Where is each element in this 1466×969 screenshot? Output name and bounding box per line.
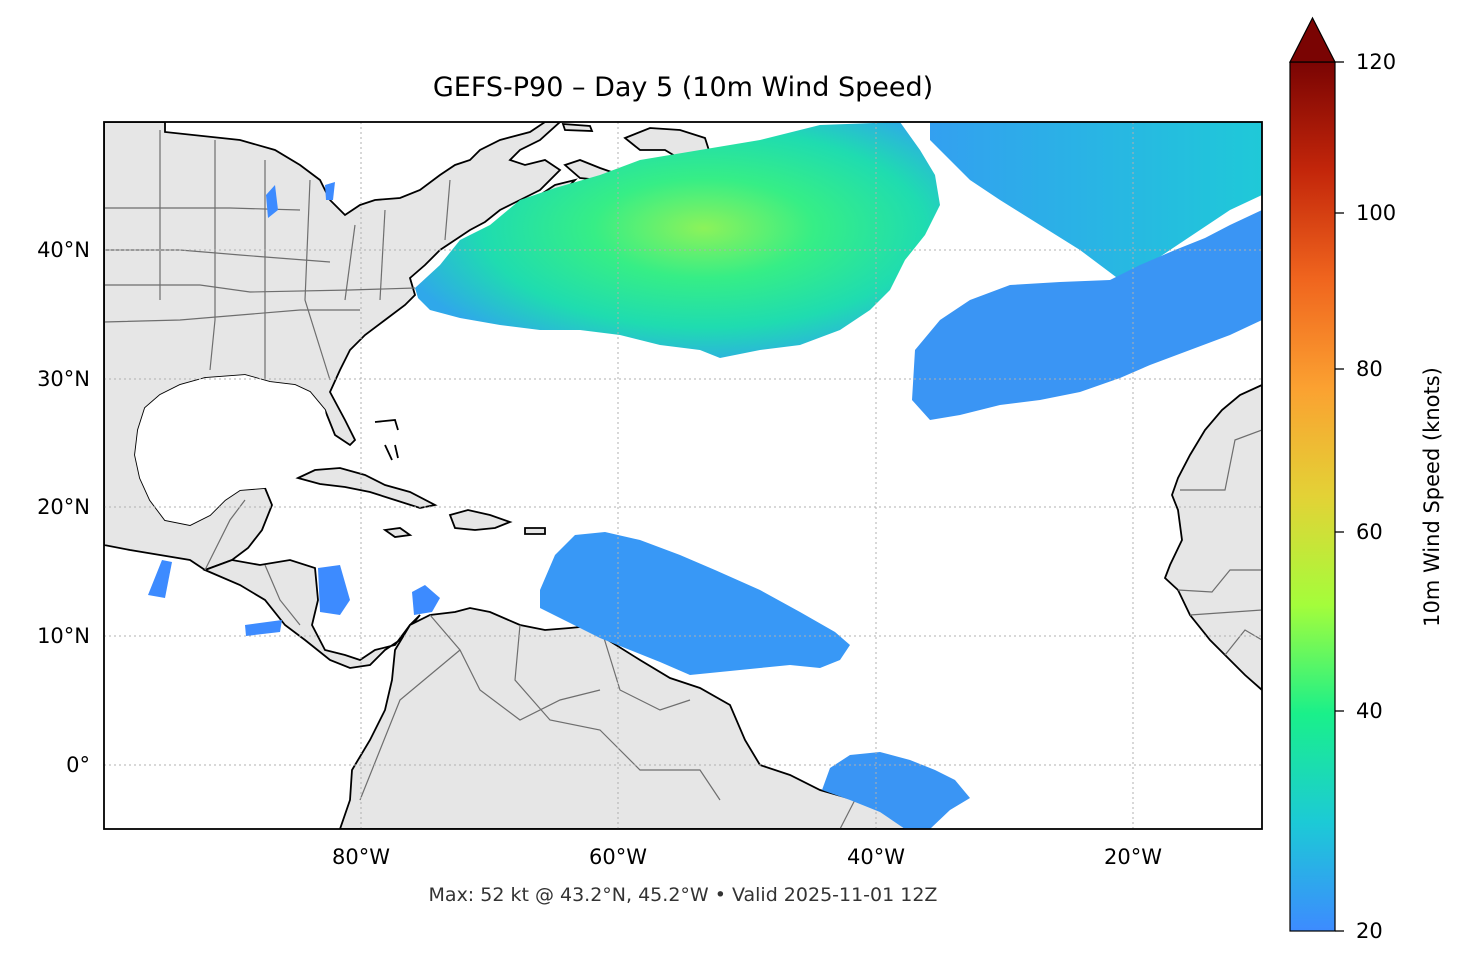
colorbar-tick-marks [1335,61,1344,932]
lat-label-20n: 20°N [37,495,90,519]
colorbar-extend-arrow [1289,16,1336,63]
land-jamaica [382,527,413,538]
lat-label-40n: 40°N [37,238,90,262]
state-borders [104,130,1262,829]
land-bahamas [374,419,399,461]
lat-label-equator: 0° [66,753,90,777]
colorbar-tick-100: 100 [1356,201,1397,225]
gulf-of-mexico [135,375,330,525]
wind-field-layer [148,122,1262,829]
colorbar-bar [1289,61,1336,932]
wind-field-north-atlantic [415,122,940,358]
colorbar-tick-120: 120 [1356,50,1397,74]
wind-field-pacific-west [148,560,172,598]
wind-field-equatorial-atlantic [822,752,970,829]
land-central-america [202,559,421,669]
wind-field-caribbean-east [412,585,440,615]
land-quebec-islands [561,123,594,132]
colorbar-tick-60: 60 [1356,520,1383,544]
lon-label-20w: 20°W [1104,845,1162,869]
colorbar-tick-80: 80 [1356,357,1383,381]
lat-label-30n: 30°N [37,367,90,391]
wind-field-great-lakes [266,185,278,218]
colorbar-tick-20: 20 [1356,919,1383,943]
chart-title: GEFS-P90 – Day 5 (10m Wind Speed) [432,72,934,103]
colorbar-label: 10m Wind Speed (knots) [1420,367,1444,627]
colorbar-tick-40: 40 [1356,699,1383,723]
wind-field-caribbean-small [318,565,350,615]
land-hispaniola [448,509,513,531]
wind-field-lake-ontario [325,182,335,200]
land-south-america [339,607,912,829]
footer-max-info: Max: 52 kt @ 43.2°N, 45.2°W • Valid 2025… [428,884,938,906]
land-puerto-rico [524,527,546,535]
land-west-africa [1163,384,1262,692]
lon-label-40w: 40°W [847,845,905,869]
wind-field-northeast-atlantic [930,122,1262,280]
land-cuba [295,467,438,509]
lat-label-10n: 10°N [37,624,90,648]
map-frame [103,121,1263,830]
wind-field-pacific-south [245,620,282,636]
lon-label-80w: 80°W [332,845,390,869]
lon-label-60w: 60°W [589,845,647,869]
graticule [104,122,1262,829]
wind-field-central-atlantic [912,210,1262,420]
